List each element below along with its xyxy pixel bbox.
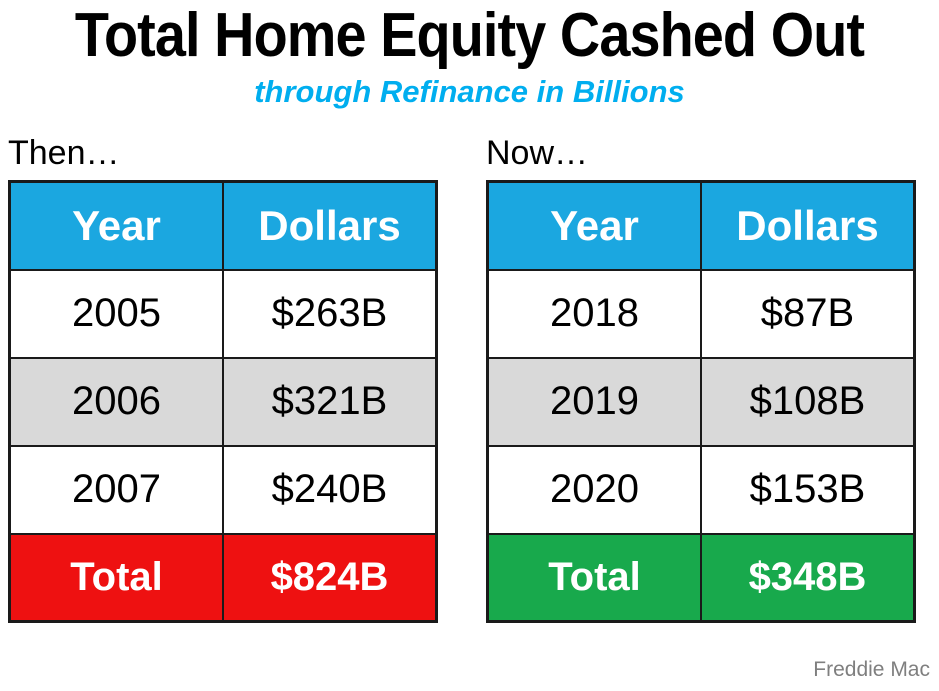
then-label: Then…	[8, 134, 120, 172]
year-cell: 2007	[8, 444, 224, 535]
table-row: 2020 $153B	[486, 444, 916, 535]
column-header-dollars: Dollars	[222, 180, 438, 271]
total-row: Total $348B	[486, 532, 916, 623]
dollars-cell: $153B	[700, 444, 916, 535]
header-row: Year Dollars	[486, 180, 916, 271]
freddie-mac-attribution: Freddie Mac	[813, 658, 930, 681]
now-label: Now…	[486, 134, 589, 172]
page-title: Total Home Equity Cashed Out	[74, 1, 865, 70]
table-row: 2006 $321B	[8, 356, 438, 447]
table-row: 2018 $87B	[486, 268, 916, 359]
year-cell: 2019	[486, 356, 702, 447]
column-header-year: Year	[8, 180, 224, 271]
then-panel: Then… Year Dollars 2005 $263B 2006 $321B…	[8, 133, 438, 623]
column-header-year: Year	[486, 180, 702, 271]
total-row: Total $824B	[8, 532, 438, 623]
dollars-cell: $240B	[222, 444, 438, 535]
then-table: Year Dollars 2005 $263B 2006 $321B 2007 …	[8, 180, 438, 623]
header-row: Year Dollars	[8, 180, 438, 271]
dollars-cell: $321B	[222, 356, 438, 447]
now-panel: Now… Year Dollars 2018 $87B 2019 $108B 2…	[486, 133, 916, 623]
year-cell: 2018	[486, 268, 702, 359]
dollars-cell: $87B	[700, 268, 916, 359]
table-row: 2005 $263B	[8, 268, 438, 359]
now-table: Year Dollars 2018 $87B 2019 $108B 2020 $…	[486, 180, 916, 623]
column-header-dollars: Dollars	[700, 180, 916, 271]
dollars-cell: $108B	[700, 356, 916, 447]
table-row: 2007 $240B	[8, 444, 438, 535]
total-label-cell: Total	[8, 532, 224, 623]
year-cell: 2006	[8, 356, 224, 447]
total-label-cell: Total	[486, 532, 702, 623]
table-row: 2019 $108B	[486, 356, 916, 447]
year-cell: 2020	[486, 444, 702, 535]
total-value-cell: $348B	[700, 532, 916, 623]
total-value-cell: $824B	[222, 532, 438, 623]
dollars-cell: $263B	[222, 268, 438, 359]
year-cell: 2005	[8, 268, 224, 359]
page-subtitle: through Refinance in Billions	[254, 74, 685, 109]
